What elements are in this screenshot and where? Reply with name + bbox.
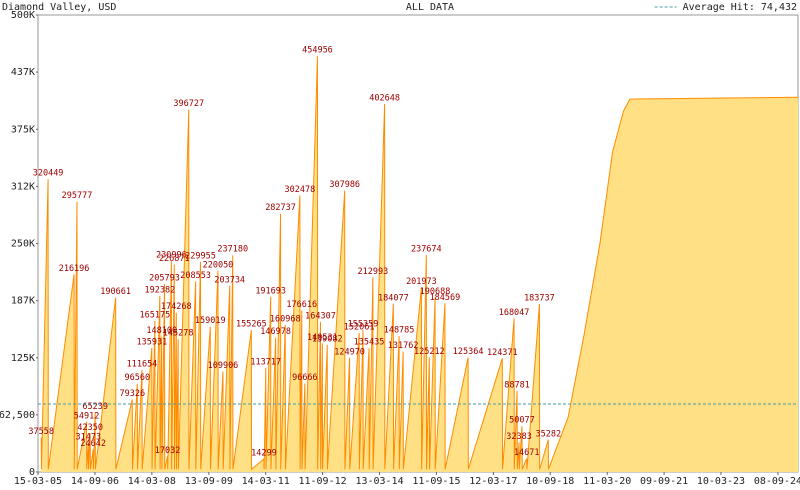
x-tick-label: 14-09-06 (71, 476, 119, 487)
data-label: 148100 (146, 326, 177, 336)
y-tick-label: 437K (11, 67, 35, 78)
y-tick-label: 125K (11, 353, 35, 364)
data-label: 50077 (509, 416, 535, 426)
data-label: 111654 (127, 359, 158, 369)
data-label: 155265 (236, 320, 267, 330)
data-label: 220050 (203, 260, 234, 270)
x-tick-label: 12-03-17 (469, 476, 517, 487)
data-label: 190661 (100, 287, 131, 297)
data-label: 135435 (354, 338, 385, 348)
data-label: 191693 (255, 286, 286, 296)
data-label: 42350 (77, 423, 103, 433)
y-tick-label: 0 (29, 467, 35, 478)
area-fill (41, 56, 799, 473)
data-label: 454956 (302, 46, 333, 56)
data-label: 79326 (120, 389, 146, 399)
data-label: 125212 (414, 347, 445, 357)
y-tick-label: 250K (11, 239, 35, 250)
data-label: 190688 (420, 287, 451, 297)
data-label: 184569 (430, 293, 461, 303)
data-label: 65239 (82, 402, 108, 412)
data-label: 88781 (504, 380, 530, 390)
x-tick-label: 13-09-09 (185, 476, 233, 487)
y-tick-label: 62,500 (0, 410, 35, 421)
y-tick-label: 312K (11, 181, 35, 192)
x-tick-label: 11-03-20 (583, 476, 631, 487)
data-label: 17032 (155, 446, 181, 456)
data-label: 216196 (59, 264, 90, 274)
data-label: 140531 (307, 333, 338, 343)
y-tick-label: 187K (11, 296, 35, 307)
data-label: 14299 (251, 448, 277, 458)
data-label: 152061 (344, 323, 375, 333)
data-label: 131762 (388, 341, 419, 351)
data-label: 201973 (406, 277, 437, 287)
data-label: 159019 (195, 316, 226, 326)
data-label: 31473 (76, 433, 102, 443)
data-label: 237674 (411, 244, 442, 254)
data-label: 205793 (149, 273, 180, 283)
data-label: 203734 (214, 275, 245, 285)
data-label: 35282 (535, 429, 561, 439)
data-label: 176616 (286, 300, 317, 310)
data-label: 184077 (378, 293, 409, 303)
data-label: 160968 (270, 314, 301, 324)
line (40, 56, 799, 471)
data-label: 135931 (136, 337, 167, 347)
data-label: 396727 (173, 99, 204, 109)
data-label: 113717 (250, 358, 281, 368)
data-label: 302478 (285, 185, 316, 195)
x-tick-label: 13-03-14 (355, 476, 403, 487)
x-tick-label: 08-09-24 (754, 476, 800, 487)
data-label: 155359 (348, 320, 379, 330)
data-label: 320449 (33, 169, 64, 179)
data-label: 295777 (62, 191, 93, 201)
x-tick-label: 10-09-18 (526, 476, 574, 487)
data-label: 282737 (265, 203, 296, 213)
data-label: 37558 (28, 427, 54, 437)
x-tick-label: 14-03-08 (128, 476, 176, 487)
x-tick-label: 15-03-05 (14, 476, 62, 487)
data-label: 96560 (124, 373, 150, 383)
data-label: 229955 (185, 251, 216, 261)
y-tick-label: 500K (11, 10, 35, 21)
x-tick-label: 14-03-11 (242, 476, 290, 487)
data-label: 124970 (334, 347, 365, 357)
data-label: 124371 (487, 348, 518, 358)
data-label: 109906 (208, 361, 239, 371)
data-label: 237180 (217, 245, 248, 255)
chart-title: ALL DATA (406, 2, 454, 13)
chart-subtitle: Diamond Valley, USD (2, 2, 116, 13)
legend-label: Average Hit: 74,432 (683, 2, 797, 13)
x-tick-label: 11-09-15 (412, 476, 460, 487)
data-label: 168047 (499, 308, 530, 318)
data-label: 139082 (312, 334, 343, 344)
data-label: 174268 (161, 302, 192, 312)
data-label: 208553 (180, 271, 211, 281)
x-tick-label: 09-09-21 (640, 476, 688, 487)
data-label: 402648 (369, 93, 400, 103)
x-tick-label: 10-03-23 (697, 476, 745, 487)
x-tick-label: 11-09-12 (298, 476, 346, 487)
data-label: 230996 (156, 250, 187, 260)
data-label: 307986 (329, 180, 360, 190)
data-label: 24642 (80, 439, 106, 449)
data-label: 192382 (144, 286, 175, 296)
data-label: 226871 (159, 254, 190, 264)
data-label: 14671 (514, 448, 540, 458)
data-label: 183737 (524, 294, 555, 304)
data-label: 164307 (305, 311, 336, 321)
data-label: 146978 (260, 327, 291, 337)
data-label: 165175 (139, 311, 170, 321)
data-label: 148785 (384, 326, 415, 336)
data-label: 32383 (506, 432, 532, 442)
data-label: 212993 (358, 267, 389, 277)
data-label: 54912 (74, 411, 100, 421)
data-label: 145278 (163, 329, 194, 339)
data-label: 125364 (453, 347, 484, 357)
data-label: 96666 (292, 373, 318, 383)
y-tick-label: 375K (11, 124, 35, 135)
